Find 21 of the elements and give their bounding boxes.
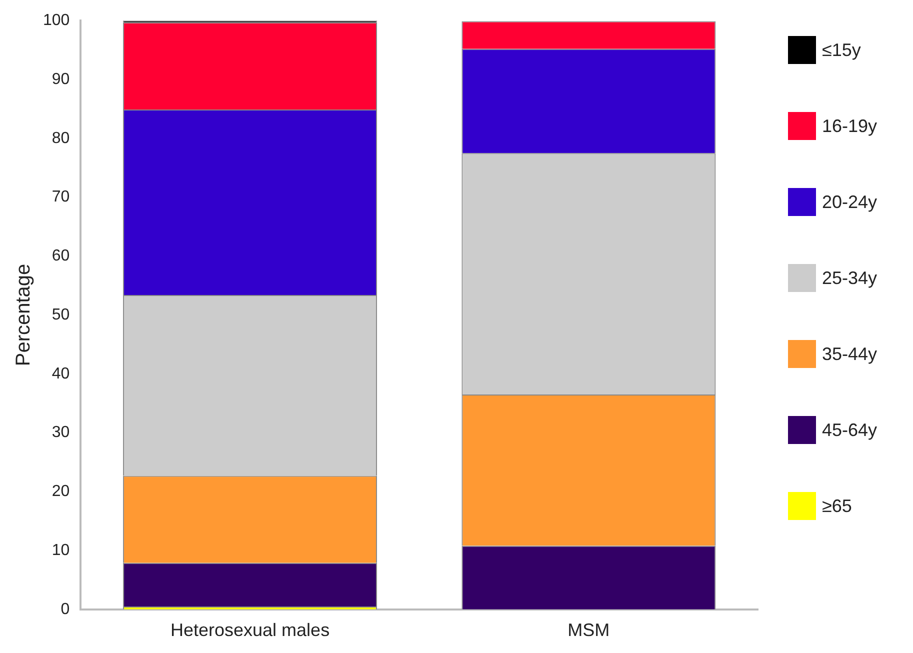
x-tick-label: Heterosexual males — [170, 620, 330, 640]
y-tick-label: 40 — [52, 365, 70, 382]
legend-label: ≥65 — [822, 496, 852, 516]
y-tick-label: 50 — [52, 306, 70, 324]
legend-label: 20-24y — [822, 192, 878, 212]
x-tick-label: MSM — [568, 620, 610, 640]
legend-label: 35-44y — [822, 344, 878, 364]
y-tick-label: 0 — [60, 600, 70, 618]
legend-label: ≤15y — [822, 40, 861, 60]
legend-label: 25-34y — [822, 268, 878, 288]
legend-label: 45-64y — [822, 420, 878, 440]
legend-label: 16-19y — [822, 116, 878, 136]
y-tick-label: 60 — [52, 248, 70, 265]
y-axis-title: Percentage — [12, 264, 35, 366]
y-tick-label: 80 — [52, 130, 70, 147]
y-tick-label: 30 — [52, 424, 70, 442]
y-tick-label: 70 — [52, 188, 70, 206]
y-tick-label: 20 — [52, 483, 70, 500]
y-tick-label: 10 — [52, 542, 70, 559]
y-tick-label: 90 — [52, 70, 70, 88]
y-tick-label: 100 — [42, 12, 70, 30]
